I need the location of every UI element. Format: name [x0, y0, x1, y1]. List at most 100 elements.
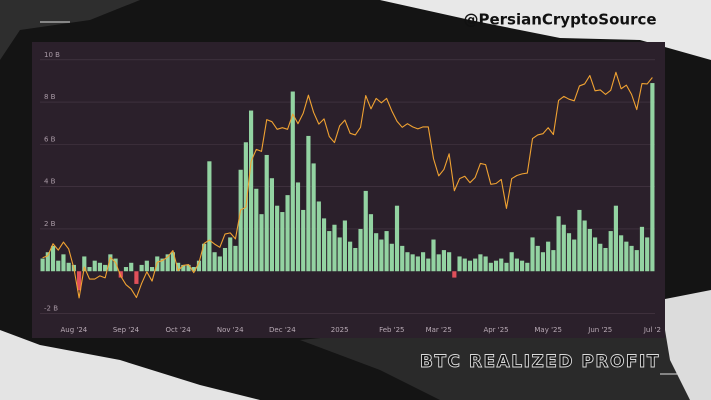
- bar: [176, 262, 181, 272]
- bar: [363, 190, 368, 272]
- bar: [92, 260, 97, 272]
- bar: [566, 233, 572, 272]
- bar: [546, 241, 551, 272]
- bar: [77, 271, 82, 291]
- bar: [50, 245, 56, 272]
- bar: [269, 178, 275, 272]
- x-tick-label: Feb '25: [379, 326, 404, 334]
- bar: [290, 91, 295, 272]
- bar: [332, 224, 337, 272]
- bar: [624, 241, 629, 272]
- bar: [56, 260, 61, 272]
- bar: [410, 254, 415, 272]
- bar: [191, 267, 196, 272]
- bar: [374, 233, 379, 272]
- bar: [301, 209, 306, 272]
- chart-title: BTC REALIZED PROFIT: [420, 352, 660, 372]
- x-tick-label: Apr '25: [483, 326, 508, 334]
- y-tick-label: 6 B: [44, 135, 56, 143]
- bar: [462, 258, 467, 272]
- bar: [280, 212, 285, 272]
- bar: [457, 256, 462, 272]
- bar: [426, 258, 431, 272]
- plot-panel: [32, 42, 665, 338]
- bar: [118, 271, 123, 278]
- bar: [353, 247, 358, 272]
- bar: [608, 231, 613, 272]
- bar: [598, 243, 603, 272]
- bar: [613, 205, 618, 272]
- bar: [493, 260, 499, 272]
- bar: [103, 264, 108, 272]
- bar: [394, 205, 400, 272]
- bar: [629, 245, 634, 272]
- bar: [259, 214, 264, 272]
- y-tick-label: 4 B: [44, 178, 56, 186]
- bar: [530, 237, 535, 272]
- bar: [66, 262, 71, 272]
- bar: [431, 239, 436, 272]
- bar: [441, 250, 447, 272]
- bar: [389, 243, 394, 272]
- bar: [285, 195, 290, 272]
- bar: [509, 252, 514, 272]
- price-line: [42, 71, 653, 299]
- x-tick-label: Jun '25: [587, 326, 612, 334]
- bar: [316, 201, 321, 272]
- bar: [202, 243, 207, 272]
- x-tick-label: May '25: [534, 326, 562, 334]
- bar: [358, 228, 363, 272]
- bar: [556, 216, 561, 272]
- bar: [113, 258, 118, 272]
- bar: [379, 239, 384, 272]
- bar: [535, 245, 540, 272]
- bar: [447, 252, 452, 272]
- bar: [108, 254, 113, 272]
- bar: [551, 250, 556, 272]
- bar: [452, 271, 457, 278]
- bar: [275, 205, 280, 272]
- bar: [238, 169, 243, 272]
- bar: [619, 235, 624, 272]
- bar: [139, 264, 144, 272]
- paper-right: [660, 290, 711, 400]
- bar: [196, 260, 202, 272]
- bar: [254, 188, 259, 272]
- bar: [248, 110, 254, 272]
- bar: [587, 228, 592, 272]
- y-tick-label: 10 B: [44, 51, 60, 59]
- bar: [207, 161, 212, 272]
- bar: [478, 254, 483, 272]
- bar: [514, 258, 519, 272]
- bar: [520, 260, 525, 272]
- bar: [384, 231, 389, 272]
- bar: [40, 258, 45, 272]
- bar: [228, 237, 233, 272]
- bar: [488, 262, 493, 272]
- bar: [577, 209, 582, 272]
- bar: [181, 264, 186, 272]
- bar: [582, 220, 587, 272]
- bar: [233, 245, 238, 272]
- bar: [499, 258, 504, 272]
- x-tick-label: Sep '24: [113, 326, 140, 334]
- bar: [467, 260, 473, 272]
- x-tick-label: Oct '24: [166, 326, 192, 334]
- bar: [337, 237, 342, 272]
- bar: [134, 271, 139, 284]
- x-tick-label: Aug '24: [61, 326, 88, 334]
- bar: [295, 182, 301, 272]
- bar: [645, 237, 650, 272]
- bar: [436, 254, 441, 272]
- bar: [149, 267, 155, 272]
- bar: [160, 258, 165, 272]
- bar: [306, 135, 311, 272]
- bar: [348, 241, 353, 272]
- bar: [650, 83, 655, 272]
- bar: [61, 254, 66, 272]
- y-tick-label: 8 B: [44, 93, 56, 101]
- bar: [212, 252, 217, 272]
- x-tick-label: Dec '24: [269, 326, 296, 334]
- bar: [540, 252, 546, 272]
- x-tick-label: Jul '2: [643, 326, 661, 334]
